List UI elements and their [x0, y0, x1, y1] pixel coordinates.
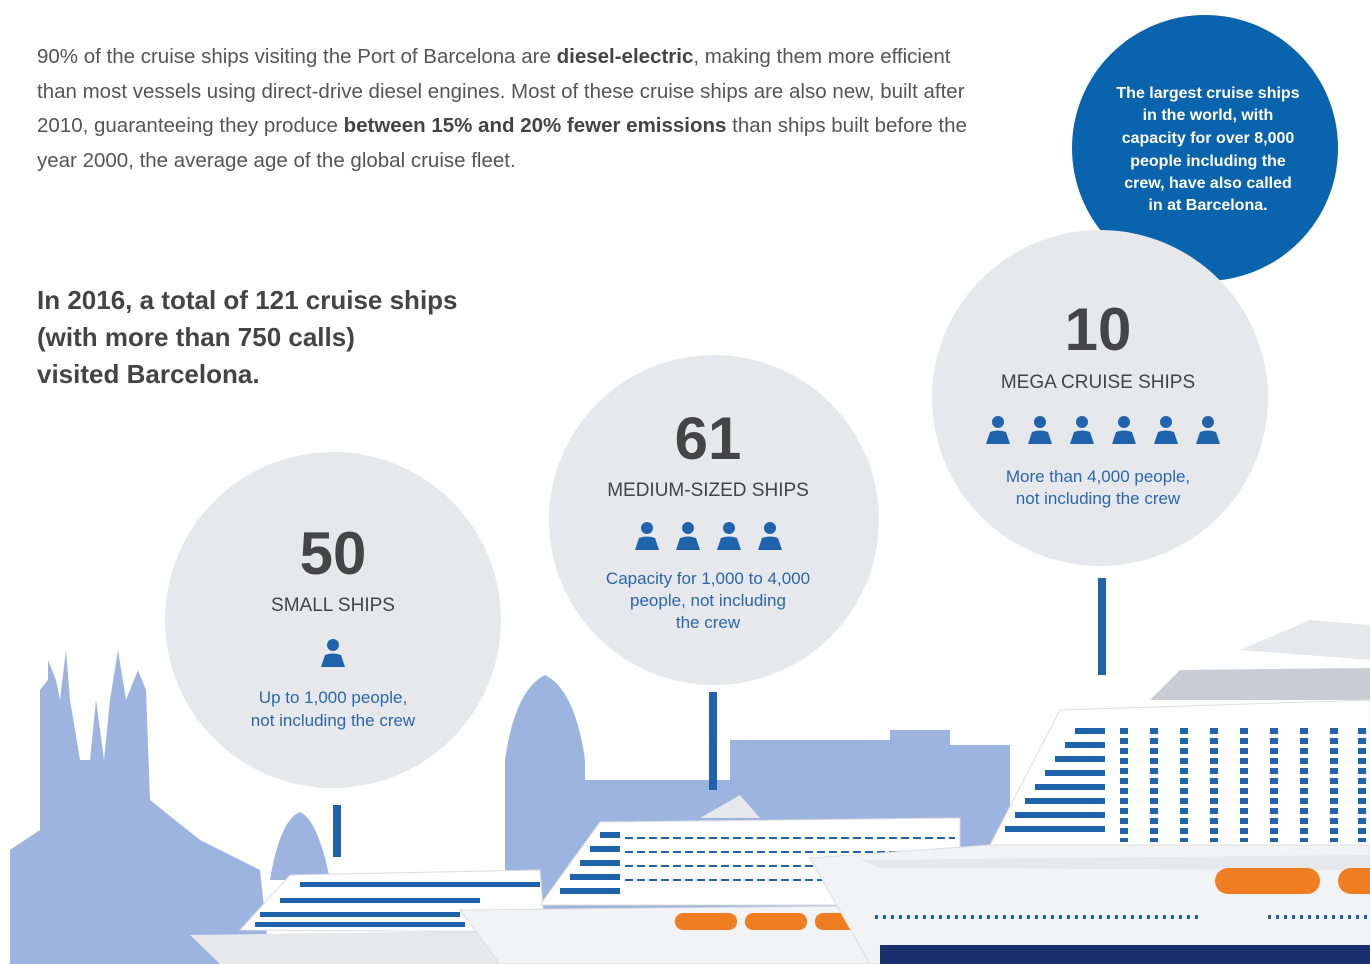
intro-text: , making them more efficient than most v…: [37, 45, 965, 137]
callout-circle: [1072, 15, 1338, 281]
callout-text: in the world, with: [1143, 107, 1274, 124]
callout-text: crew, have also called: [1124, 175, 1292, 192]
group-description: More than 4,000 people,: [1006, 467, 1190, 486]
stick: [333, 805, 341, 857]
callout-text: The largest cruise ships: [1116, 85, 1299, 102]
group-number: 10: [1065, 296, 1132, 363]
group-number: 61: [675, 405, 742, 472]
intro-text: than ships built before the year 2000, t…: [37, 114, 967, 172]
group-label: MEGA CRUISE SHIPS: [1001, 372, 1195, 393]
intro-paragraph: 90% of the cruise ships visiting the Por…: [37, 40, 967, 178]
intro-text: 90% of the cruise ships visiting the Por…: [37, 45, 557, 68]
group-description: Capacity for 1,000 to 4,000: [606, 569, 810, 588]
group-label: SMALL SHIPS: [271, 595, 395, 616]
circle: [549, 355, 879, 685]
headline: visited Barcelona.: [37, 359, 260, 389]
mega-ship: [809, 620, 1370, 964]
circle: [932, 230, 1268, 566]
group-description: not including the crew: [1016, 489, 1181, 508]
headline: In 2016, a total of 121 cruise ships: [37, 285, 458, 315]
circle: [165, 452, 501, 788]
stick: [1098, 578, 1106, 675]
group-description: people, not including: [630, 591, 786, 610]
intro-bold: diesel-electric: [556, 45, 694, 68]
group-number: 50: [300, 520, 367, 587]
group-label: MEDIUM-SIZED SHIPS: [607, 480, 809, 501]
stick: [709, 692, 717, 790]
callout-text: capacity for over 8,000: [1122, 130, 1295, 147]
callout-text: people including the: [1130, 153, 1286, 170]
callout-text: in at Barcelona.: [1148, 197, 1267, 214]
group-description: the crew: [676, 613, 741, 632]
group-description: Up to 1,000 people,: [259, 688, 407, 707]
intro-bold: between 15% and 20% fewer emissions: [343, 114, 727, 137]
group-description: not including the crew: [251, 711, 416, 730]
headline: (with more than 750 calls): [37, 322, 355, 352]
